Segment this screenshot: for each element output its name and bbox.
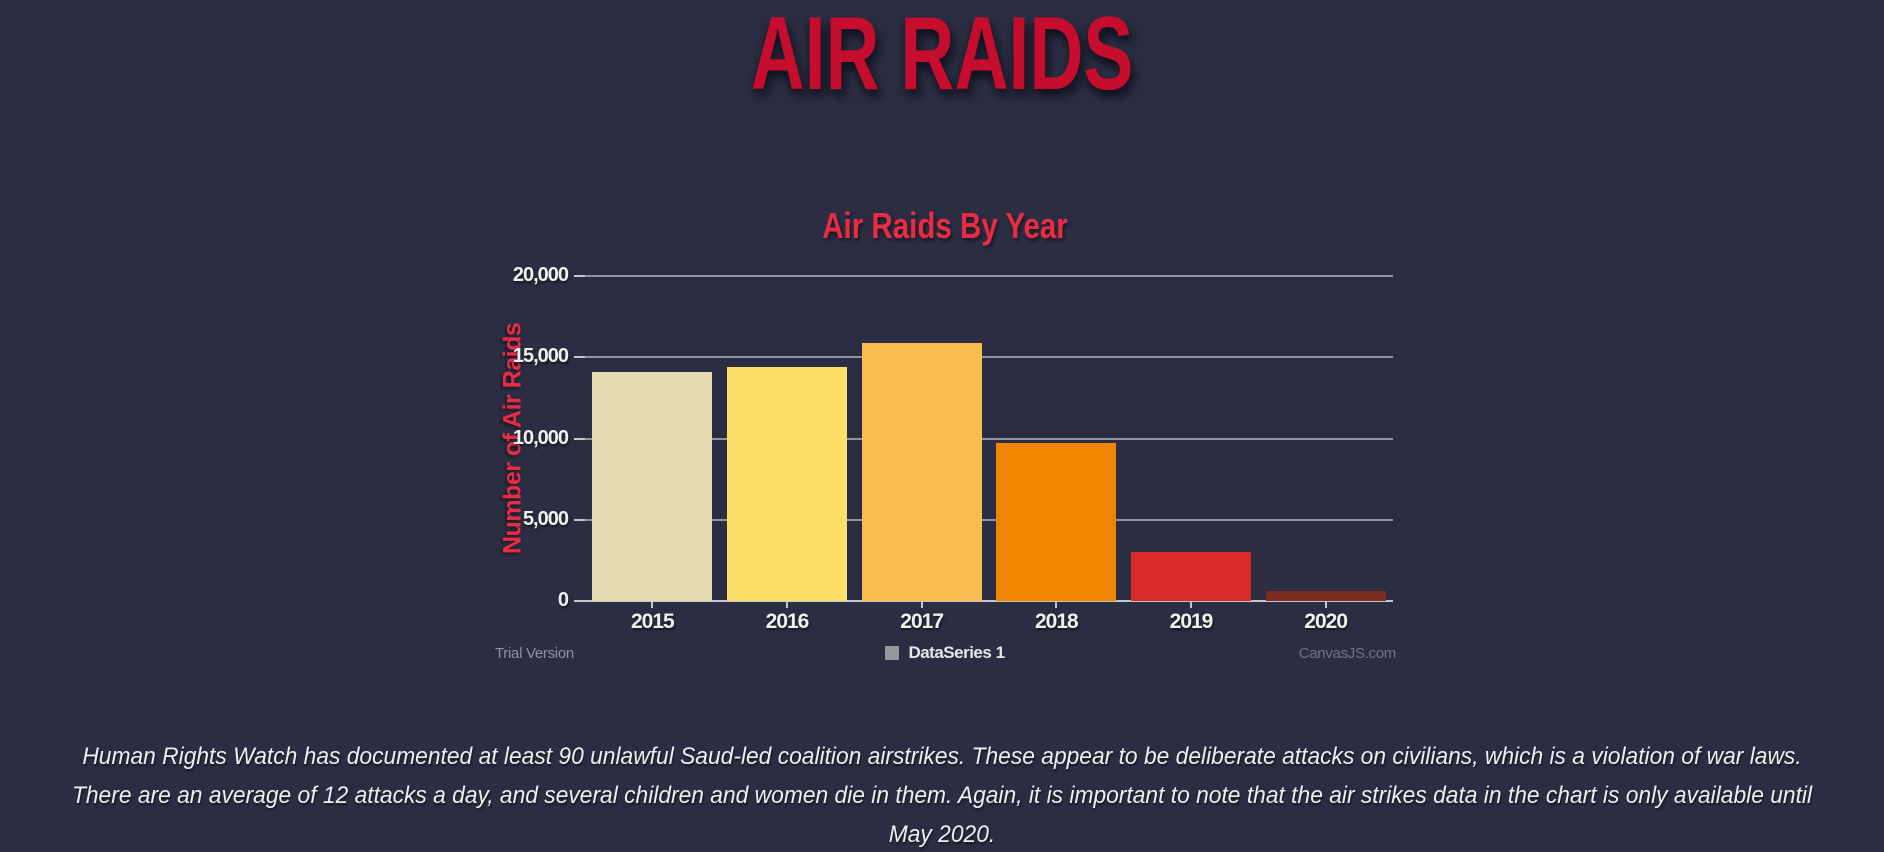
bar-2019[interactable]: [1131, 552, 1251, 601]
bar-2017[interactable]: [861, 342, 982, 601]
x-tick-label-2020: 2020: [1304, 610, 1348, 633]
bar-2018[interactable]: [996, 443, 1117, 601]
y-tick-label-10000: 10,000: [512, 426, 569, 449]
caption-line-2: There are an average of 12 attacks a day…: [71, 782, 1813, 809]
caption-line-1: Human Rights Watch has documented at lea…: [82, 743, 1802, 770]
y-tick-label-0: 0: [557, 589, 569, 611]
page-title: AIR RAIDS: [750, 0, 1134, 112]
x-tick-mark-2020: [1324, 601, 1327, 608]
y-tick-label-20000: 20,000: [512, 264, 569, 286]
caption-line-3: May 2020.: [888, 821, 996, 848]
y-tick-mark: [574, 437, 585, 440]
gridline-10000: [585, 437, 1393, 440]
plot-area: 20,000 15,000 10,000 5,000 0 2015 2016 2017 2018…: [513, 264, 1393, 633]
x-tick-label-2016: 2016: [765, 610, 810, 633]
bar-2020[interactable]: [1265, 591, 1386, 601]
x-tick-mark-2016: [786, 601, 788, 608]
x-tick-mark-2019: [1190, 601, 1192, 608]
chart: Air Raids By Year Number of Air Raids 20…: [490, 205, 1400, 670]
y-tick-mark: [574, 275, 585, 277]
legend-swatch-icon: [885, 646, 900, 660]
gridline-20000: [585, 275, 1393, 277]
gridline-5000: [585, 518, 1393, 521]
x-tick-label-2015: 2015: [630, 610, 675, 633]
trial-version-watermark: Trial Version: [495, 645, 574, 662]
x-tick-mark-2017: [920, 601, 923, 608]
bar-2016[interactable]: [727, 367, 847, 601]
x-tick-mark-2018: [1055, 601, 1058, 608]
legend-label: DataSeries 1: [908, 643, 1005, 662]
y-tick-mark: [574, 518, 585, 521]
x-tick-mark-2015: [651, 601, 654, 608]
gridline-15000: [585, 356, 1393, 359]
legend: DataSeries 1: [490, 643, 1400, 663]
x-tick-label-2018: 2018: [1034, 610, 1079, 633]
x-tick-label-2017: 2017: [900, 610, 944, 633]
x-tick-label-2019: 2019: [1169, 610, 1214, 633]
chart-title: Air Raids By Year: [822, 205, 1068, 246]
y-tick-mark: [574, 356, 585, 359]
y-tick-label-5000: 5,000: [522, 507, 569, 530]
caption-paragraph: Human Rights Watch has documented at lea…: [0, 737, 1884, 852]
canvasjs-credit-link[interactable]: CanvasJS.com: [1298, 645, 1397, 662]
y-tick-label-15000: 15,000: [512, 345, 569, 368]
bar-2015[interactable]: [592, 371, 713, 601]
y-tick-mark: [574, 600, 585, 602]
gridline-0: [585, 600, 1393, 602]
